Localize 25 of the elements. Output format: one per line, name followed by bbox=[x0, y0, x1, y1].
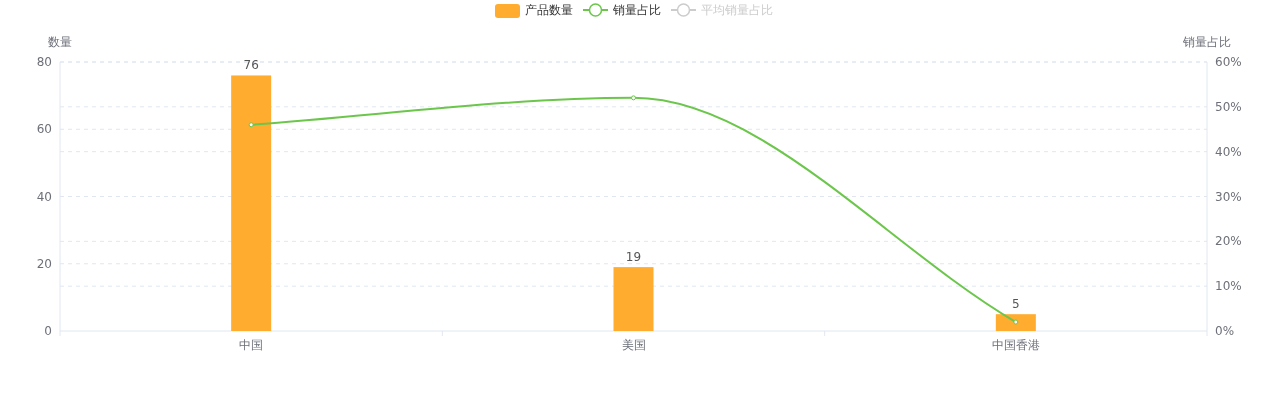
bar bbox=[995, 314, 1036, 331]
y2-tick-label: 20% bbox=[1215, 234, 1242, 249]
data-label: 5 bbox=[1012, 297, 1020, 312]
data-label: 76 bbox=[243, 58, 259, 73]
y2-tick-label: 10% bbox=[1215, 279, 1242, 294]
y-tick-label: 40 bbox=[36, 189, 52, 204]
y2-axis-title: 销量占比 bbox=[1182, 35, 1231, 49]
y2-tick-label: 30% bbox=[1215, 189, 1242, 204]
y-axis-title: 数量 bbox=[48, 35, 72, 49]
y2-tick-label: 0% bbox=[1215, 324, 1235, 338]
data-label: 19 bbox=[625, 250, 642, 265]
y-tick-label: 0 bbox=[44, 324, 52, 338]
legend-label: 产品数量 bbox=[525, 3, 573, 17]
bar bbox=[613, 267, 654, 331]
x-tick-label: 美国 bbox=[621, 338, 646, 352]
y-tick-label: 60 bbox=[36, 122, 52, 137]
x-tick-label: 中国香港 bbox=[991, 338, 1040, 352]
y-tick-label: 80 bbox=[36, 55, 52, 69]
y2-tick-label: 60% bbox=[1215, 55, 1242, 69]
y2-tick-label: 40% bbox=[1215, 144, 1242, 159]
y-tick-label: 20 bbox=[36, 256, 52, 271]
legend-label: 销量占比 bbox=[612, 3, 661, 17]
y2-tick-label: 50% bbox=[1215, 99, 1242, 114]
x-tick-label: 中国 bbox=[239, 338, 264, 352]
bar bbox=[231, 75, 272, 331]
